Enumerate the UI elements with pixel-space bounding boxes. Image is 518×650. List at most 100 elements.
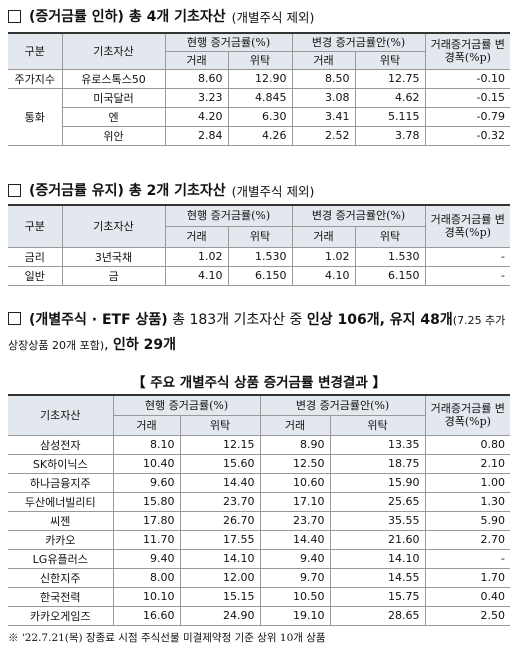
data-row: 위안 2.84 4.26 2.52 3.78 -0.32 [8, 125, 511, 146]
value-cell: 6.150 [227, 265, 293, 286]
text-segment: , [104, 337, 114, 353]
data-row: 금리 3년국채 1.02 1.530 1.02 1.530- [8, 246, 511, 267]
header-cell: 거래증거금률 변경폭(%p) [424, 394, 511, 436]
value-cell: 14.55 [329, 567, 426, 588]
value-cell: 14.40 [259, 529, 331, 550]
text-segment: 총 183개 기초자산 중 [167, 312, 307, 328]
header-cell: 위탁 [329, 414, 426, 436]
value-cell: 10.50 [259, 586, 331, 607]
asset-cell: LG유플러스 [8, 548, 114, 569]
value-cell: 1.530 [354, 246, 426, 267]
header-cell: 기초자산 [61, 32, 166, 70]
header-cell: 변경 증거금률안(%) [291, 32, 426, 52]
value-cell: 14.10 [329, 548, 426, 569]
header-row: 거래 위탁 거래 위탁 [8, 225, 510, 248]
header-cell: 거래 [291, 225, 356, 248]
asset-cell: 금 [61, 265, 166, 286]
header-cell: 위탁 [227, 225, 293, 248]
heading-title: (증거금률 유지) 총 2개 기초자산 [29, 183, 226, 199]
header-cell: 거래증거금률 변경폭(%p) [424, 32, 511, 70]
table-caption: 【 주요 개별주식 상품 증거금률 변경결과 】 [132, 375, 386, 391]
data-row: 삼성전자 8.10 12.15 8.90 13.35 0.80 [8, 434, 511, 455]
value-cell: 1.70 [424, 567, 511, 588]
header-cell: 거래 [259, 414, 331, 436]
value-cell: 4.62 [354, 87, 426, 108]
header-cell: 위탁 [227, 50, 293, 70]
value-cell: -0.32 [424, 125, 511, 146]
value-cell: 9.70 [259, 567, 331, 588]
value-cell: 17.55 [179, 529, 261, 550]
header-cell: 기초자산 [61, 204, 166, 248]
header-cell: 변경 증거금률안(%) [291, 204, 426, 227]
value-cell: 1.530 [227, 246, 293, 267]
header-cell: 현행 증거금률(%) [164, 32, 293, 52]
value-cell: 17.80 [112, 510, 181, 531]
header-cell: 기초자산 [8, 394, 114, 436]
footnote: ※ '22.7.21(목) 장종료 시점 주식선물 미결제약정 기준 상위 10… [8, 632, 326, 644]
data-row: 두산에너빌리티 15.80 23.70 17.10 25.65 1.30 [8, 491, 511, 512]
value-cell: 10.40 [112, 453, 181, 474]
heading-note: (개별주식 제외) [231, 183, 315, 199]
group-cell: 일반 [8, 265, 63, 286]
value-cell: 2.10 [424, 453, 511, 474]
asset-cell: 씨젠 [8, 510, 114, 531]
group-cell: 통화 [8, 87, 63, 146]
value-cell: 1.30 [424, 491, 511, 512]
group-cell: 금리 [8, 246, 63, 267]
value-cell: 14.40 [179, 472, 261, 493]
value-cell: 12.90 [227, 68, 293, 89]
text-segment: 인상 106개, 유지 48개 [306, 312, 453, 328]
header-cell: 현행 증거금률(%) [112, 394, 261, 416]
value-cell: 26.70 [179, 510, 261, 531]
paragraph: (개별주식 · ETF 상품) 총 183개 기초자산 중 인상 106개, 유… [8, 308, 513, 358]
value-cell: 4.26 [227, 125, 293, 146]
value-cell: 15.15 [179, 586, 261, 607]
value-cell: 8.50 [291, 68, 356, 89]
asset-cell: 카카오게임즈 [8, 605, 114, 626]
asset-cell: 3년국채 [61, 246, 166, 267]
value-cell: 13.35 [329, 434, 426, 455]
value-cell: 4.10 [164, 265, 229, 286]
header-row: 구분 기초자산 현행 증거금률(%) 변경 증거금률안(%) 거래증거금률 변경폭(%p… [8, 204, 511, 248]
value-cell: 12.15 [179, 434, 261, 455]
value-cell: -0.15 [424, 87, 511, 108]
data-row: 하나금융지주 9.60 14.40 10.60 15.90 1.00 [8, 472, 511, 493]
text-segment: 인하 29개 [113, 337, 177, 353]
header-cell: 거래 [165, 225, 229, 248]
checkbox-icon [8, 9, 21, 23]
value-cell: 6.30 [227, 106, 293, 127]
header-cell: 거래증거금률 변경폭(%p) [424, 204, 511, 248]
group-cell: 주가지수 [8, 68, 63, 89]
value-cell: 15.80 [112, 491, 181, 512]
header-cell: 위탁 [354, 50, 426, 70]
value-cell: 14.10 [179, 548, 261, 569]
value-cell: - [424, 265, 511, 286]
value-cell: 11.70 [112, 529, 181, 550]
asset-cell: 한국전력 [8, 586, 114, 607]
checkbox-icon [8, 312, 21, 325]
asset-cell: 하나금융지주 [8, 472, 114, 493]
value-cell: 3.08 [291, 87, 356, 108]
data-row: LG유플러스 9.40 14.10 9.40 14.10- [8, 548, 511, 569]
value-cell: 8.60 [164, 68, 229, 89]
data-row: 주가지수 유로스톡스50 8.60 12.90 8.50 12.75 -0.10 [8, 68, 511, 89]
value-cell: 15.60 [179, 453, 261, 474]
value-cell: 2.50 [424, 605, 511, 626]
value-cell: 10.60 [259, 472, 331, 493]
value-cell: 23.70 [179, 491, 261, 512]
value-cell: -0.79 [424, 106, 511, 127]
asset-cell: 미국달러 [61, 87, 166, 108]
value-cell: 9.60 [112, 472, 181, 493]
data-row: 카카오게임즈 16.60 24.90 19.10 28.65 2.50 [8, 605, 511, 626]
checkbox-icon [8, 183, 21, 197]
value-cell: 25.65 [329, 491, 426, 512]
value-cell: 0.40 [424, 586, 511, 607]
header-cell: 위탁 [179, 414, 261, 436]
asset-cell: 위안 [62, 125, 166, 146]
value-cell: 0.80 [424, 434, 511, 455]
asset-cell: 신한지주 [8, 567, 114, 588]
value-cell: 12.50 [259, 453, 331, 474]
value-cell: - [424, 548, 511, 569]
value-cell: 1.00 [424, 472, 511, 493]
